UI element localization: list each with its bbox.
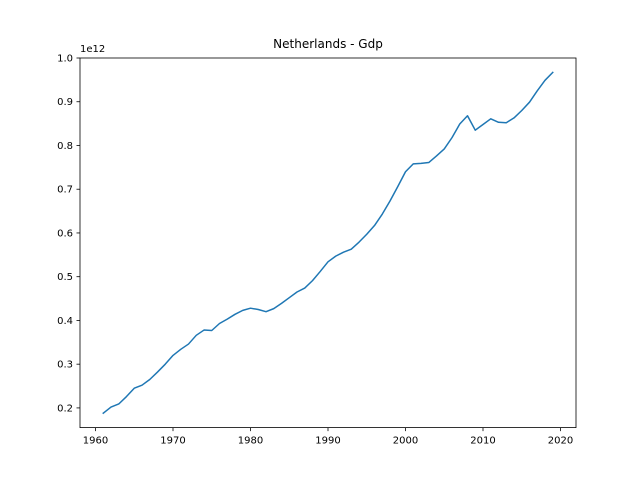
y-tick-label: 0.8 <box>57 141 73 152</box>
y-tick-label: 0.3 <box>57 360 73 371</box>
y-tick-label: 0.7 <box>57 185 73 196</box>
x-tick-label: 1990 <box>315 436 340 447</box>
y-tick-label: 0.5 <box>57 272 73 283</box>
y-tick-label: 0.2 <box>57 403 73 414</box>
y-offset-text: 1e12 <box>80 44 105 55</box>
y-tick-label: 0.9 <box>57 97 73 108</box>
y-tick-label: 0.4 <box>57 316 73 327</box>
x-tick-label: 1980 <box>238 436 263 447</box>
plot-area <box>102 71 554 415</box>
x-tick-label: 2010 <box>470 436 495 447</box>
series-line <box>102 71 554 415</box>
x-tick-label: 2000 <box>393 436 418 447</box>
x-tick-label: 1970 <box>160 436 185 447</box>
y-tick-label: 0.6 <box>57 228 73 239</box>
chart-title: Netherlands - Gdp <box>273 37 383 51</box>
axes-frame <box>79 57 577 429</box>
y-tick-label: 1.0 <box>57 54 73 65</box>
x-tick-label: 1960 <box>83 436 108 447</box>
x-tick-label: 2020 <box>548 436 573 447</box>
